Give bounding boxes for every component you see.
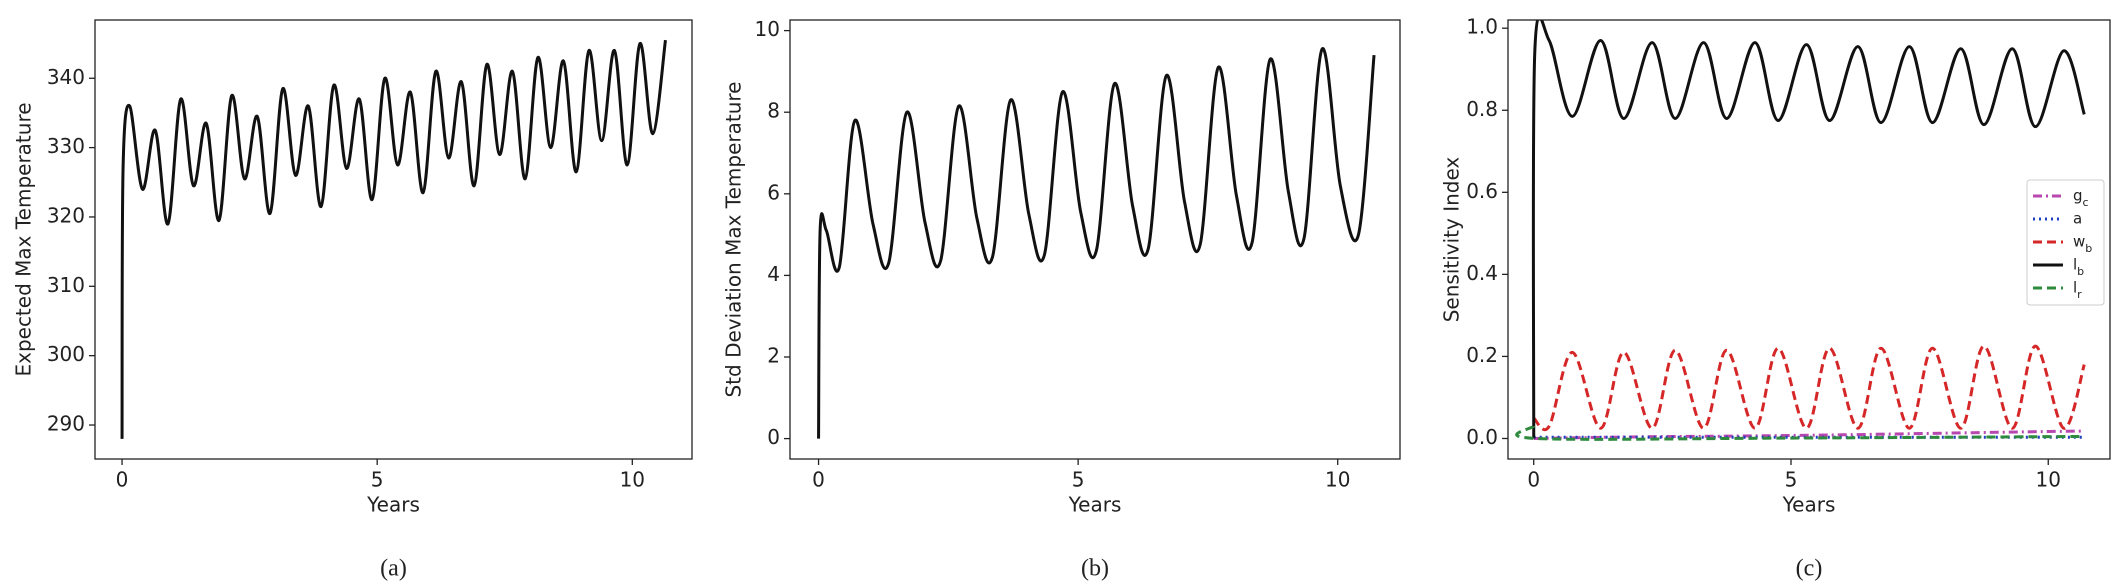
line-series — [1532, 344, 2086, 432]
line-series — [1515, 424, 2085, 441]
x-tick-label: 5 — [1785, 468, 1798, 492]
line-series — [1531, 20, 2086, 439]
y-axis-label: Std Deviation Max Temperature — [722, 81, 746, 397]
caption: (c) — [1796, 556, 1823, 582]
y-tick-label: 1.0 — [1466, 15, 1498, 39]
y-tick-label: 0.6 — [1466, 179, 1498, 203]
y-tick-label: 320 — [47, 203, 85, 227]
plot-frame — [1507, 19, 2111, 460]
y-tick-label: 2 — [767, 344, 780, 368]
x-tick-label: 0 — [1527, 468, 1540, 492]
y-tick-label: 290 — [47, 412, 85, 436]
y-axis-label: Sensitivity Index — [1440, 157, 1464, 323]
x-axis-label: Years — [1068, 493, 1122, 517]
plot-frame — [94, 19, 693, 460]
x-tick-label: 10 — [620, 468, 645, 492]
y-tick-label: 0.2 — [1466, 343, 1498, 367]
x-tick-label: 0 — [116, 468, 129, 492]
y-tick-label: 300 — [47, 342, 85, 366]
y-axis-label: Expected Max Temperature — [12, 102, 36, 376]
x-tick-label: 10 — [1325, 468, 1350, 492]
line-series — [817, 47, 1376, 439]
legend-label: a — [2073, 210, 2082, 228]
line-series — [120, 39, 667, 439]
y-tick-label: 8 — [767, 99, 780, 123]
y-tick-label: 4 — [767, 262, 780, 286]
caption: (b) — [1081, 556, 1109, 582]
plot-frame — [789, 19, 1401, 460]
caption: (a) — [380, 556, 407, 582]
y-tick-label: 0 — [767, 425, 780, 449]
y-tick-label: 340 — [47, 65, 85, 89]
x-tick-label: 10 — [2036, 468, 2061, 492]
x-tick-label: 0 — [812, 468, 825, 492]
y-tick-label: 6 — [767, 180, 780, 204]
y-tick-label: 0.4 — [1466, 261, 1498, 285]
x-tick-label: 5 — [1072, 468, 1085, 492]
x-tick-label: 5 — [371, 468, 384, 492]
y-tick-label: 330 — [47, 134, 85, 158]
y-tick-label: 0.8 — [1466, 97, 1498, 121]
x-axis-label: Years — [1782, 493, 1836, 517]
x-axis-label: Years — [366, 493, 420, 517]
y-tick-label: 0.0 — [1466, 425, 1498, 449]
legend-label: lr — [2073, 279, 2082, 301]
legend-label: lb — [2073, 256, 2084, 278]
y-tick-label: 310 — [47, 273, 85, 297]
y-tick-label: 10 — [755, 17, 780, 41]
legend-box — [2026, 179, 2105, 306]
